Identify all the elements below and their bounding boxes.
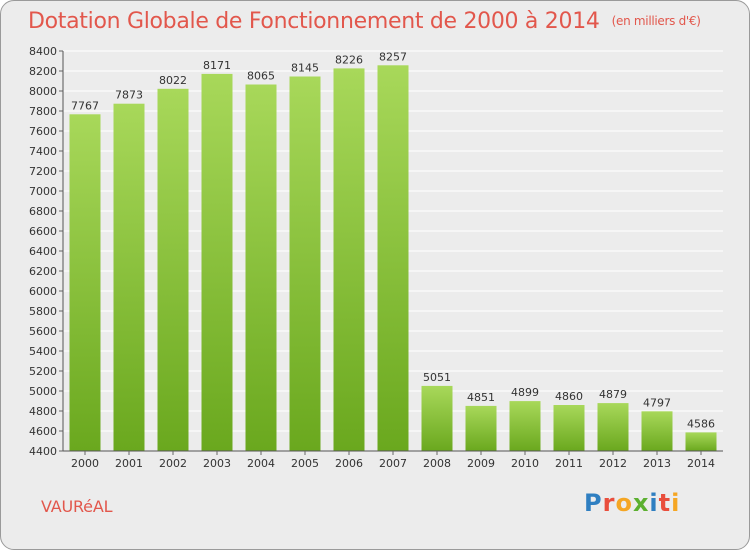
data-labels: 7767 7873 8022 8171 8065 8145 8226 8257 5051 4851… xyxy=(71,50,715,430)
bar-2008 xyxy=(421,385,453,451)
data-label-2000: 7767 xyxy=(71,99,99,112)
y-tick-label: 6400 xyxy=(29,245,57,258)
bar-2013 xyxy=(641,411,673,451)
x-tick-label: 2006 xyxy=(335,457,363,470)
data-label-2006: 8226 xyxy=(335,53,363,66)
bar-2010 xyxy=(509,401,541,451)
data-label-2010: 4899 xyxy=(511,386,539,399)
data-label-2001: 7873 xyxy=(115,89,143,102)
bar-2004 xyxy=(245,84,277,451)
y-tick-label: 4600 xyxy=(29,425,57,438)
logo-letter: r xyxy=(602,489,616,517)
logo-letter: o xyxy=(615,489,633,517)
data-label-2004: 8065 xyxy=(247,70,275,83)
y-tick-label: 7000 xyxy=(29,185,57,198)
chart-title: Dotation Globale de Fonctionnement de 20… xyxy=(28,9,701,34)
x-tick-label: 2014 xyxy=(687,457,715,470)
bars xyxy=(69,65,717,452)
logo-letter: i xyxy=(649,489,659,517)
y-tick-label: 5800 xyxy=(29,305,57,318)
y-tick-label: 5200 xyxy=(29,365,57,378)
x-tick-label: 2001 xyxy=(115,457,143,470)
y-tick-label: 4400 xyxy=(29,445,57,458)
y-tick-label: 7600 xyxy=(29,125,57,138)
x-tick-label: 2007 xyxy=(379,457,407,470)
x-tick-label: 2000 xyxy=(71,457,99,470)
x-tick-label: 2002 xyxy=(159,457,187,470)
logo-letter: P xyxy=(584,489,603,517)
y-tick-label: 6200 xyxy=(29,265,57,278)
y-tick-label: 8000 xyxy=(29,85,57,98)
bar-2009 xyxy=(465,405,497,451)
x-tick-label: 2003 xyxy=(203,457,231,470)
bar-2007 xyxy=(377,65,409,452)
y-tick-label: 8400 xyxy=(29,45,57,58)
logo-letter: i xyxy=(671,489,681,517)
bar-2003 xyxy=(201,73,233,452)
chart-subtitle: (en milliers d'€) xyxy=(611,14,701,28)
axes: 4400 4600 4800 5000 5200 5400 5600 5800 6000 6200… xyxy=(29,45,723,470)
bar-2005 xyxy=(289,76,321,451)
x-tick-label: 2009 xyxy=(467,457,495,470)
data-label-2013: 4797 xyxy=(643,396,671,409)
y-tick-label: 6000 xyxy=(29,285,57,298)
commune-name: VAURéAL xyxy=(41,497,113,516)
proxiti-logo[interactable]: Proxiti xyxy=(584,489,680,517)
y-tick-label: 7200 xyxy=(29,165,57,178)
data-label-2005: 8145 xyxy=(291,62,319,75)
y-tick-label: 6800 xyxy=(29,205,57,218)
y-tick-label: 5600 xyxy=(29,325,57,338)
data-label-2008: 5051 xyxy=(423,371,451,384)
y-tick-label: 5000 xyxy=(29,385,57,398)
x-tick-label: 2013 xyxy=(643,457,671,470)
data-label-2003: 8171 xyxy=(203,59,231,72)
bar-2012 xyxy=(597,403,629,451)
data-label-2014: 4586 xyxy=(687,417,715,430)
logo-letter: t xyxy=(658,489,672,517)
data-label-2007: 8257 xyxy=(379,50,407,63)
y-tick-label: 7400 xyxy=(29,145,57,158)
y-tick-label: 5400 xyxy=(29,345,57,358)
x-tick-label: 2012 xyxy=(599,457,627,470)
bar-2001 xyxy=(113,103,145,451)
x-tick-label: 2008 xyxy=(423,457,451,470)
bar-2014 xyxy=(685,432,717,451)
x-tick-label: 2010 xyxy=(511,457,539,470)
data-label-2002: 8022 xyxy=(159,74,187,87)
x-tick-label: 2011 xyxy=(555,457,583,470)
y-tick-label: 7800 xyxy=(29,105,57,118)
y-tick-label: 4800 xyxy=(29,405,57,418)
x-tick-label: 2005 xyxy=(291,457,319,470)
data-label-2012: 4879 xyxy=(599,388,627,401)
x-tick-label: 2004 xyxy=(247,457,275,470)
bar-2000 xyxy=(69,114,101,452)
data-label-2011: 4860 xyxy=(555,390,583,403)
y-tick-label: 8200 xyxy=(29,65,57,78)
chart-title-text: Dotation Globale de Fonctionnement de 20… xyxy=(28,9,600,34)
bar-2011 xyxy=(553,405,585,451)
data-label-2009: 4851 xyxy=(467,391,495,404)
bar-2006 xyxy=(333,68,365,452)
bar-2002 xyxy=(157,88,189,452)
logo-letter: x xyxy=(632,489,650,517)
y-tick-label: 6600 xyxy=(29,225,57,238)
